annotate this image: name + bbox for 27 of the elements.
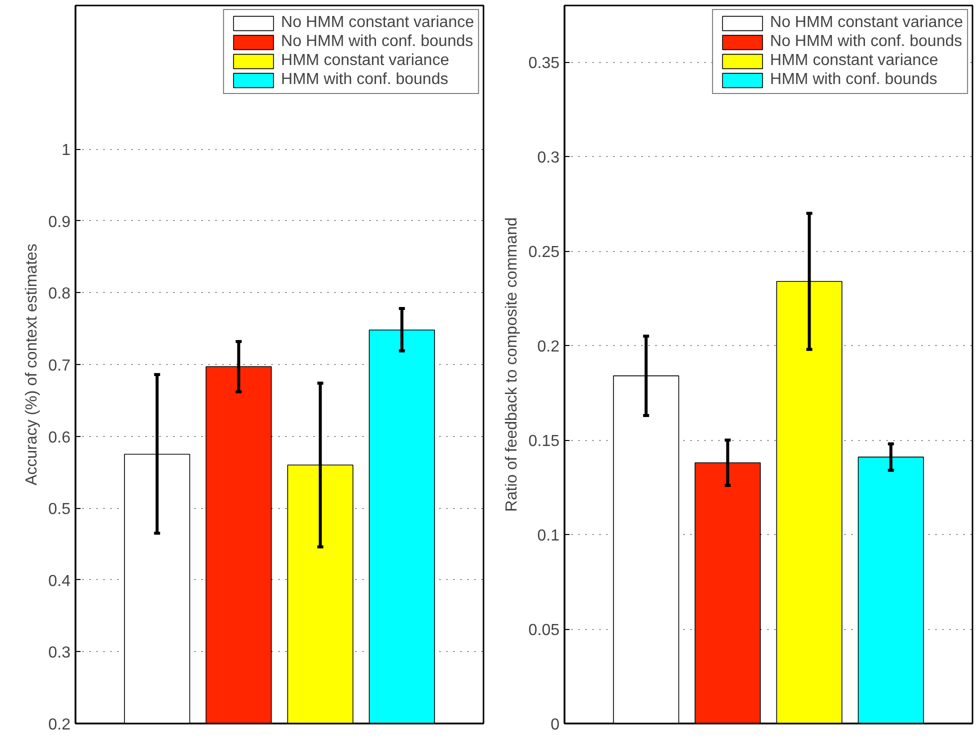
y-tick-label: 0.6	[48, 429, 71, 446]
legend-label: HMM with conf. bounds	[281, 71, 448, 89]
y-tick-label: 0.3	[48, 644, 71, 662]
y-tick-label: 0.25	[528, 244, 560, 262]
y-tick-label: 0.7	[48, 358, 71, 374]
y-tick-label: 0.1	[537, 528, 560, 545]
y-tick-label: 0.3	[537, 150, 560, 167]
legend-label: HMM constant variance	[770, 52, 938, 70]
legend-label: No HMM constant variance	[770, 14, 963, 32]
y-tick-label: 0.9	[48, 214, 71, 231]
legend-label: No HMM with conf. bounds	[770, 33, 962, 51]
y-tick-label: 0	[550, 716, 560, 734]
legend-label: No HMM with conf. bounds	[281, 33, 474, 51]
y-tick-label: 0.15	[528, 433, 560, 450]
y-tick-label: 0.2	[48, 716, 71, 734]
legend-label: HMM with conf. bounds	[770, 71, 938, 89]
y-tick-label: 0.35	[528, 55, 560, 72]
y-tick-label: 0.2	[537, 338, 560, 356]
y-tick-label: 0.8	[48, 286, 71, 303]
y-axis-title: Ratio of feedback to composite command	[503, 217, 520, 512]
y-tick-label: 0.05	[528, 622, 560, 640]
y-tick-label: 1	[62, 142, 71, 160]
legend-label: No HMM constant variance	[281, 14, 474, 32]
y-axis-title: Accuracy (%) of context estimates	[23, 244, 40, 486]
y-tick-label: 0.5	[48, 501, 71, 518]
legend-label: HMM constant variance	[281, 52, 450, 70]
y-tick-label: 0.4	[48, 572, 71, 590]
